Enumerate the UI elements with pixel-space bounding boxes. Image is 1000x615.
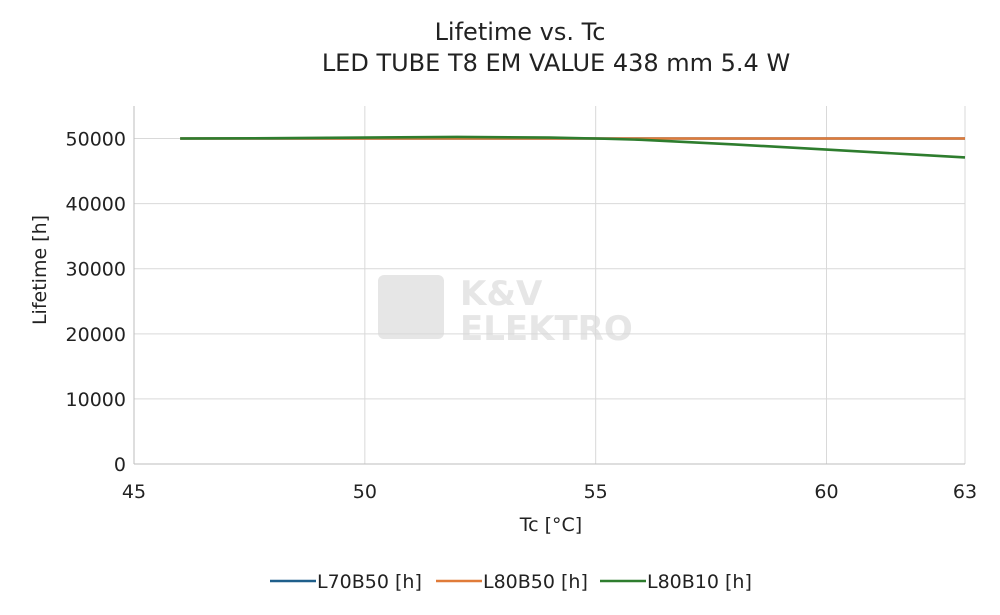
legend-label: L80B10 [h] — [647, 571, 752, 593]
x-tick-label: 63 — [953, 481, 977, 503]
chart-title: Lifetime vs. Tc — [435, 18, 606, 46]
x-tick-label: 55 — [584, 481, 608, 503]
axes — [133, 106, 965, 465]
x-axis-label: Tc [°C] — [519, 514, 582, 536]
y-tick-label: 30000 — [66, 259, 126, 281]
x-tick-label: 45 — [122, 481, 146, 503]
legend-label: L80B50 [h] — [483, 571, 588, 593]
y-tick-label: 40000 — [66, 194, 126, 216]
watermark-text-2: ELEKTRO — [460, 309, 633, 349]
y-tick-labels: 0 10000 20000 30000 40000 50000 — [66, 129, 126, 476]
watermark-text-1: K&V — [460, 274, 543, 314]
chart-subtitle: LED TUBE T8 EM VALUE 438 mm 5.4 W — [322, 49, 790, 77]
watermark-logo-icon — [378, 275, 444, 339]
y-tick-label: 50000 — [66, 129, 126, 151]
legend-label: L70B50 [h] — [317, 571, 422, 593]
x-tick-label: 50 — [353, 481, 377, 503]
y-tick-label: 0 — [114, 454, 126, 476]
x-tick-label: 60 — [814, 481, 838, 503]
legend: L70B50 [h] L80B50 [h] L80B10 [h] — [270, 571, 752, 593]
watermark: K&V ELEKTRO — [378, 274, 633, 349]
y-tick-label: 10000 — [66, 389, 126, 411]
y-axis-label: Lifetime [h] — [29, 215, 51, 325]
series-line-3 — [180, 135, 966, 159]
series-lines — [180, 135, 966, 159]
x-tick-labels: 45 50 55 60 63 — [122, 481, 977, 503]
grid — [134, 106, 966, 464]
y-tick-label: 20000 — [66, 324, 126, 346]
